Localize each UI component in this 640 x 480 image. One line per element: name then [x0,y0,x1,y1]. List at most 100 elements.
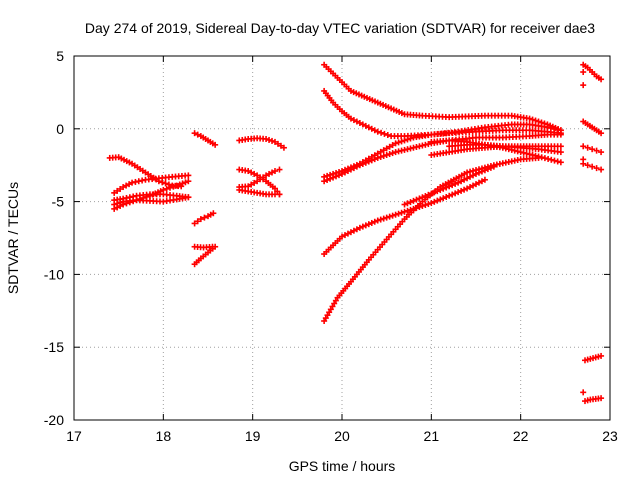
data-point [392,211,399,218]
data-point [580,143,587,150]
data-point [269,137,276,144]
data-point [263,135,270,142]
data-point [529,116,536,123]
data-point [554,158,561,165]
data-point [398,209,405,216]
data-point [557,159,564,166]
data-point [209,243,216,250]
data-point [386,213,393,220]
x-tick-label: 20 [334,428,350,444]
data-point [401,208,408,215]
data-point [365,221,372,228]
data-point [580,69,587,76]
data-point [276,191,283,198]
data-point [598,166,605,173]
data-point [593,165,600,172]
data-point [428,200,435,207]
data-point [598,395,605,402]
y-tick-label: 5 [56,48,64,64]
data-point [155,178,162,185]
data-point [551,157,558,164]
y-tick-label: -5 [52,194,65,210]
data-point [580,82,587,89]
data-point [425,201,432,208]
x-tick-label: 17 [66,428,82,444]
data-point [212,141,219,148]
data-point [593,147,600,154]
data-point [368,219,375,226]
data-point [481,176,488,183]
data-point [389,212,396,219]
x-tick-label: 18 [156,428,172,444]
data-point [395,139,402,146]
data-point [538,154,545,161]
data-point [321,178,328,185]
data-points [106,61,605,405]
data-point [398,138,405,145]
data-point [380,152,387,159]
data-point [392,140,399,147]
data-point [197,216,204,223]
data-point [535,153,542,160]
data-point [162,180,169,187]
chart-title: Day 274 of 2019, Sidereal Day-to-day VTE… [85,20,595,36]
data-point [201,214,208,221]
data-point [383,214,390,221]
data-point [452,190,459,197]
data-point [404,200,411,207]
data-point [422,201,429,208]
y-axis-label: SDTVAR / TECUs [5,182,21,294]
data-point [395,210,402,217]
data-point [526,115,533,122]
data-point [464,169,471,176]
data-point [182,179,189,186]
data-point [584,144,591,151]
data-point [327,175,334,182]
data-point [449,191,456,198]
data-point [404,207,411,214]
y-tick-label: 0 [56,121,64,137]
data-point [117,199,124,206]
data-point [165,181,172,188]
data-point [383,152,390,159]
x-tick-label: 19 [245,428,261,444]
data-point [589,163,596,170]
data-point [598,76,605,83]
data-point [545,155,552,162]
data-point [401,137,408,144]
data-point [185,194,192,201]
data-point [191,220,198,227]
data-point [404,136,411,143]
data-point [443,193,450,200]
data-point [557,149,564,156]
data-point [111,201,118,208]
data-point [410,197,417,204]
data-point [467,168,474,175]
data-point [389,150,396,157]
data-point [374,128,381,135]
data-point [401,201,408,208]
data-point [384,131,391,138]
data-point [416,195,423,202]
data-point [266,136,273,143]
data-point [163,185,170,192]
y-tick-label: -20 [44,412,64,428]
data-point [407,199,414,206]
data-point [455,189,462,196]
y-tick-label: -10 [44,266,64,282]
data-point [210,210,217,217]
data-point [377,153,384,160]
data-point [324,177,331,184]
data-point [458,187,465,194]
data-point [365,158,372,165]
x-tick-label: 23 [602,428,618,444]
data-point [194,218,201,225]
data-point [377,216,384,223]
data-point [598,149,605,156]
data-point [580,389,587,396]
data-point [362,222,369,229]
data-point [584,162,591,169]
data-point [272,168,278,175]
data-point [541,155,548,162]
